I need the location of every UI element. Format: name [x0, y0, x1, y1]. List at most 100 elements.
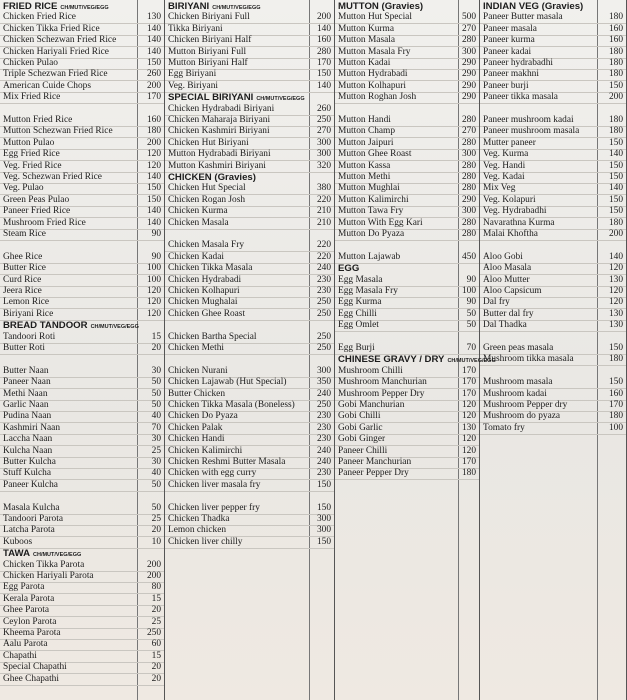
item-price: 210 — [316, 206, 331, 217]
item-name: Mutton Hydrabadi Biriyani — [168, 149, 271, 160]
item-price: 140 — [608, 149, 623, 160]
item-name: Paneer Fried Rice — [3, 206, 71, 217]
heading-text: BREAD TANDOOR — [3, 320, 88, 332]
item-price: 10 — [151, 536, 161, 547]
row-rule — [0, 57, 164, 59]
item-name: Mushroom kadai — [483, 388, 547, 399]
item-price: 20 — [151, 673, 161, 684]
item-name: Gobi Manchurian — [338, 400, 405, 410]
item-name: Chicken Schezwan Fried Rice — [3, 35, 117, 46]
heading-sub: CH/MUT/VEG/EGG — [212, 5, 261, 11]
row-rule — [335, 433, 479, 435]
item-price: 160 — [608, 35, 623, 46]
item-name: Paneer Manchurian — [338, 457, 412, 467]
item-name: Egg Chilli — [338, 308, 377, 319]
item-name: Mutton Champ — [338, 126, 396, 137]
row-rule — [0, 604, 164, 606]
row-rule — [0, 490, 164, 492]
row-rule — [0, 353, 164, 355]
item-name: Ceylon Parota — [3, 616, 57, 627]
item-name: Stuff Kulcha — [3, 468, 51, 479]
item-price: 130 — [608, 308, 623, 319]
item-price: 300 — [461, 206, 476, 217]
item-price: 250 — [316, 343, 331, 353]
item-price: 240 — [316, 388, 331, 399]
item-name: Chicken Hut Biriyani — [168, 137, 249, 148]
item-name: Dal Thadka — [483, 320, 527, 331]
item-name: Chicken liver pepper fry — [168, 502, 260, 513]
item-price: 240 — [316, 457, 331, 467]
row-rule — [335, 467, 479, 469]
item-price: 80 — [151, 582, 161, 593]
heading-sub: CH/MUT/VEG/EGG — [447, 358, 496, 365]
item-name: Chicken Methi — [168, 343, 224, 353]
item-name: Butter dal fry — [483, 308, 534, 319]
row-rule — [165, 57, 334, 59]
item-name: Biriyani Rice — [3, 308, 54, 319]
row-rule — [165, 160, 334, 162]
row-rule — [0, 684, 164, 686]
row-rule — [165, 410, 334, 412]
item-name: Veg. Kolapuri — [483, 194, 536, 205]
section-heading: BIRIYANI CH/MUT/VEG/EGG — [168, 1, 261, 14]
item-price: 150 — [146, 194, 161, 205]
row-rule — [335, 103, 479, 105]
row-rule — [0, 125, 164, 127]
item-name: Egg Kurma — [338, 297, 382, 308]
row-rule — [165, 376, 334, 378]
item-price: 120 — [461, 434, 476, 445]
row-rule — [165, 91, 334, 93]
item-name: Green peas masala — [483, 343, 554, 353]
row-rule — [0, 650, 164, 652]
item-price: 30 — [151, 434, 161, 445]
row-rule — [335, 34, 479, 36]
row-rule — [335, 239, 479, 241]
row-rule — [335, 388, 479, 390]
row-rule — [480, 148, 626, 150]
row-rule — [165, 217, 334, 219]
item-price: 350 — [316, 377, 331, 388]
row-rule — [165, 399, 334, 401]
item-price: 180 — [608, 411, 623, 422]
item-name: Chicken Hydrabadi — [168, 274, 242, 285]
row-rule — [165, 445, 334, 447]
item-price: 140 — [608, 251, 623, 262]
item-name: Mutton With Egg Kari — [338, 217, 423, 228]
item-price: 300 — [461, 149, 476, 160]
item-name: Curd Rice — [3, 274, 42, 285]
item-price: 200 — [608, 229, 623, 239]
item-price: 25 — [151, 445, 161, 456]
item-name: Chicken Kashmiri Biriyani — [168, 126, 270, 137]
item-price: 140 — [316, 80, 331, 91]
item-name: Butter Naan — [3, 365, 49, 376]
item-price: 150 — [608, 377, 623, 388]
heading-sub: CH/MUT/VEG/EGG — [33, 552, 82, 559]
row-rule — [165, 479, 334, 481]
item-price: 120 — [146, 286, 161, 296]
item-price: 120 — [146, 297, 161, 308]
row-rule — [0, 285, 164, 287]
item-name: Chicken Tikka Fried Rice — [3, 23, 100, 34]
item-name: American Cuide Chops — [3, 80, 92, 91]
row-rule — [0, 673, 164, 675]
row-rule — [480, 182, 626, 184]
price-divider — [597, 0, 598, 700]
row-rule — [165, 80, 334, 82]
item-name: Egg Burji — [338, 343, 375, 353]
item-price: 180 — [608, 217, 623, 228]
row-rule — [165, 68, 334, 70]
item-price: 270 — [316, 126, 331, 137]
row-rule — [0, 399, 164, 401]
item-name: Aalu Parota — [3, 639, 48, 650]
item-price: 180 — [608, 354, 623, 365]
row-rule — [480, 125, 626, 127]
item-name: Mutton Kashmiri Biriyani — [168, 160, 266, 171]
item-price: 120 — [461, 445, 476, 456]
row-rule — [0, 137, 164, 139]
row-rule — [0, 34, 164, 36]
item-name: Mutton Kassa — [338, 160, 391, 171]
item-price: 250 — [316, 115, 331, 125]
item-price: 150 — [316, 536, 331, 547]
item-price: 50 — [151, 377, 161, 388]
item-price: 250 — [316, 308, 331, 319]
